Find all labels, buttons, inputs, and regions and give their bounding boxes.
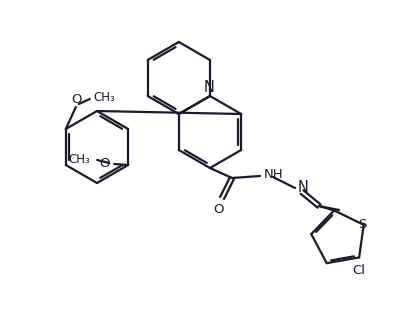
Text: N: N [204,80,214,95]
Text: CH₃: CH₃ [94,90,115,103]
Text: Cl: Cl [353,264,366,278]
Text: O: O [214,203,224,216]
Text: CH₃: CH₃ [68,153,90,166]
Text: O: O [72,93,82,106]
Text: NH: NH [264,167,284,181]
Text: S: S [358,218,367,231]
Text: O: O [100,156,110,169]
Text: N: N [298,179,309,194]
